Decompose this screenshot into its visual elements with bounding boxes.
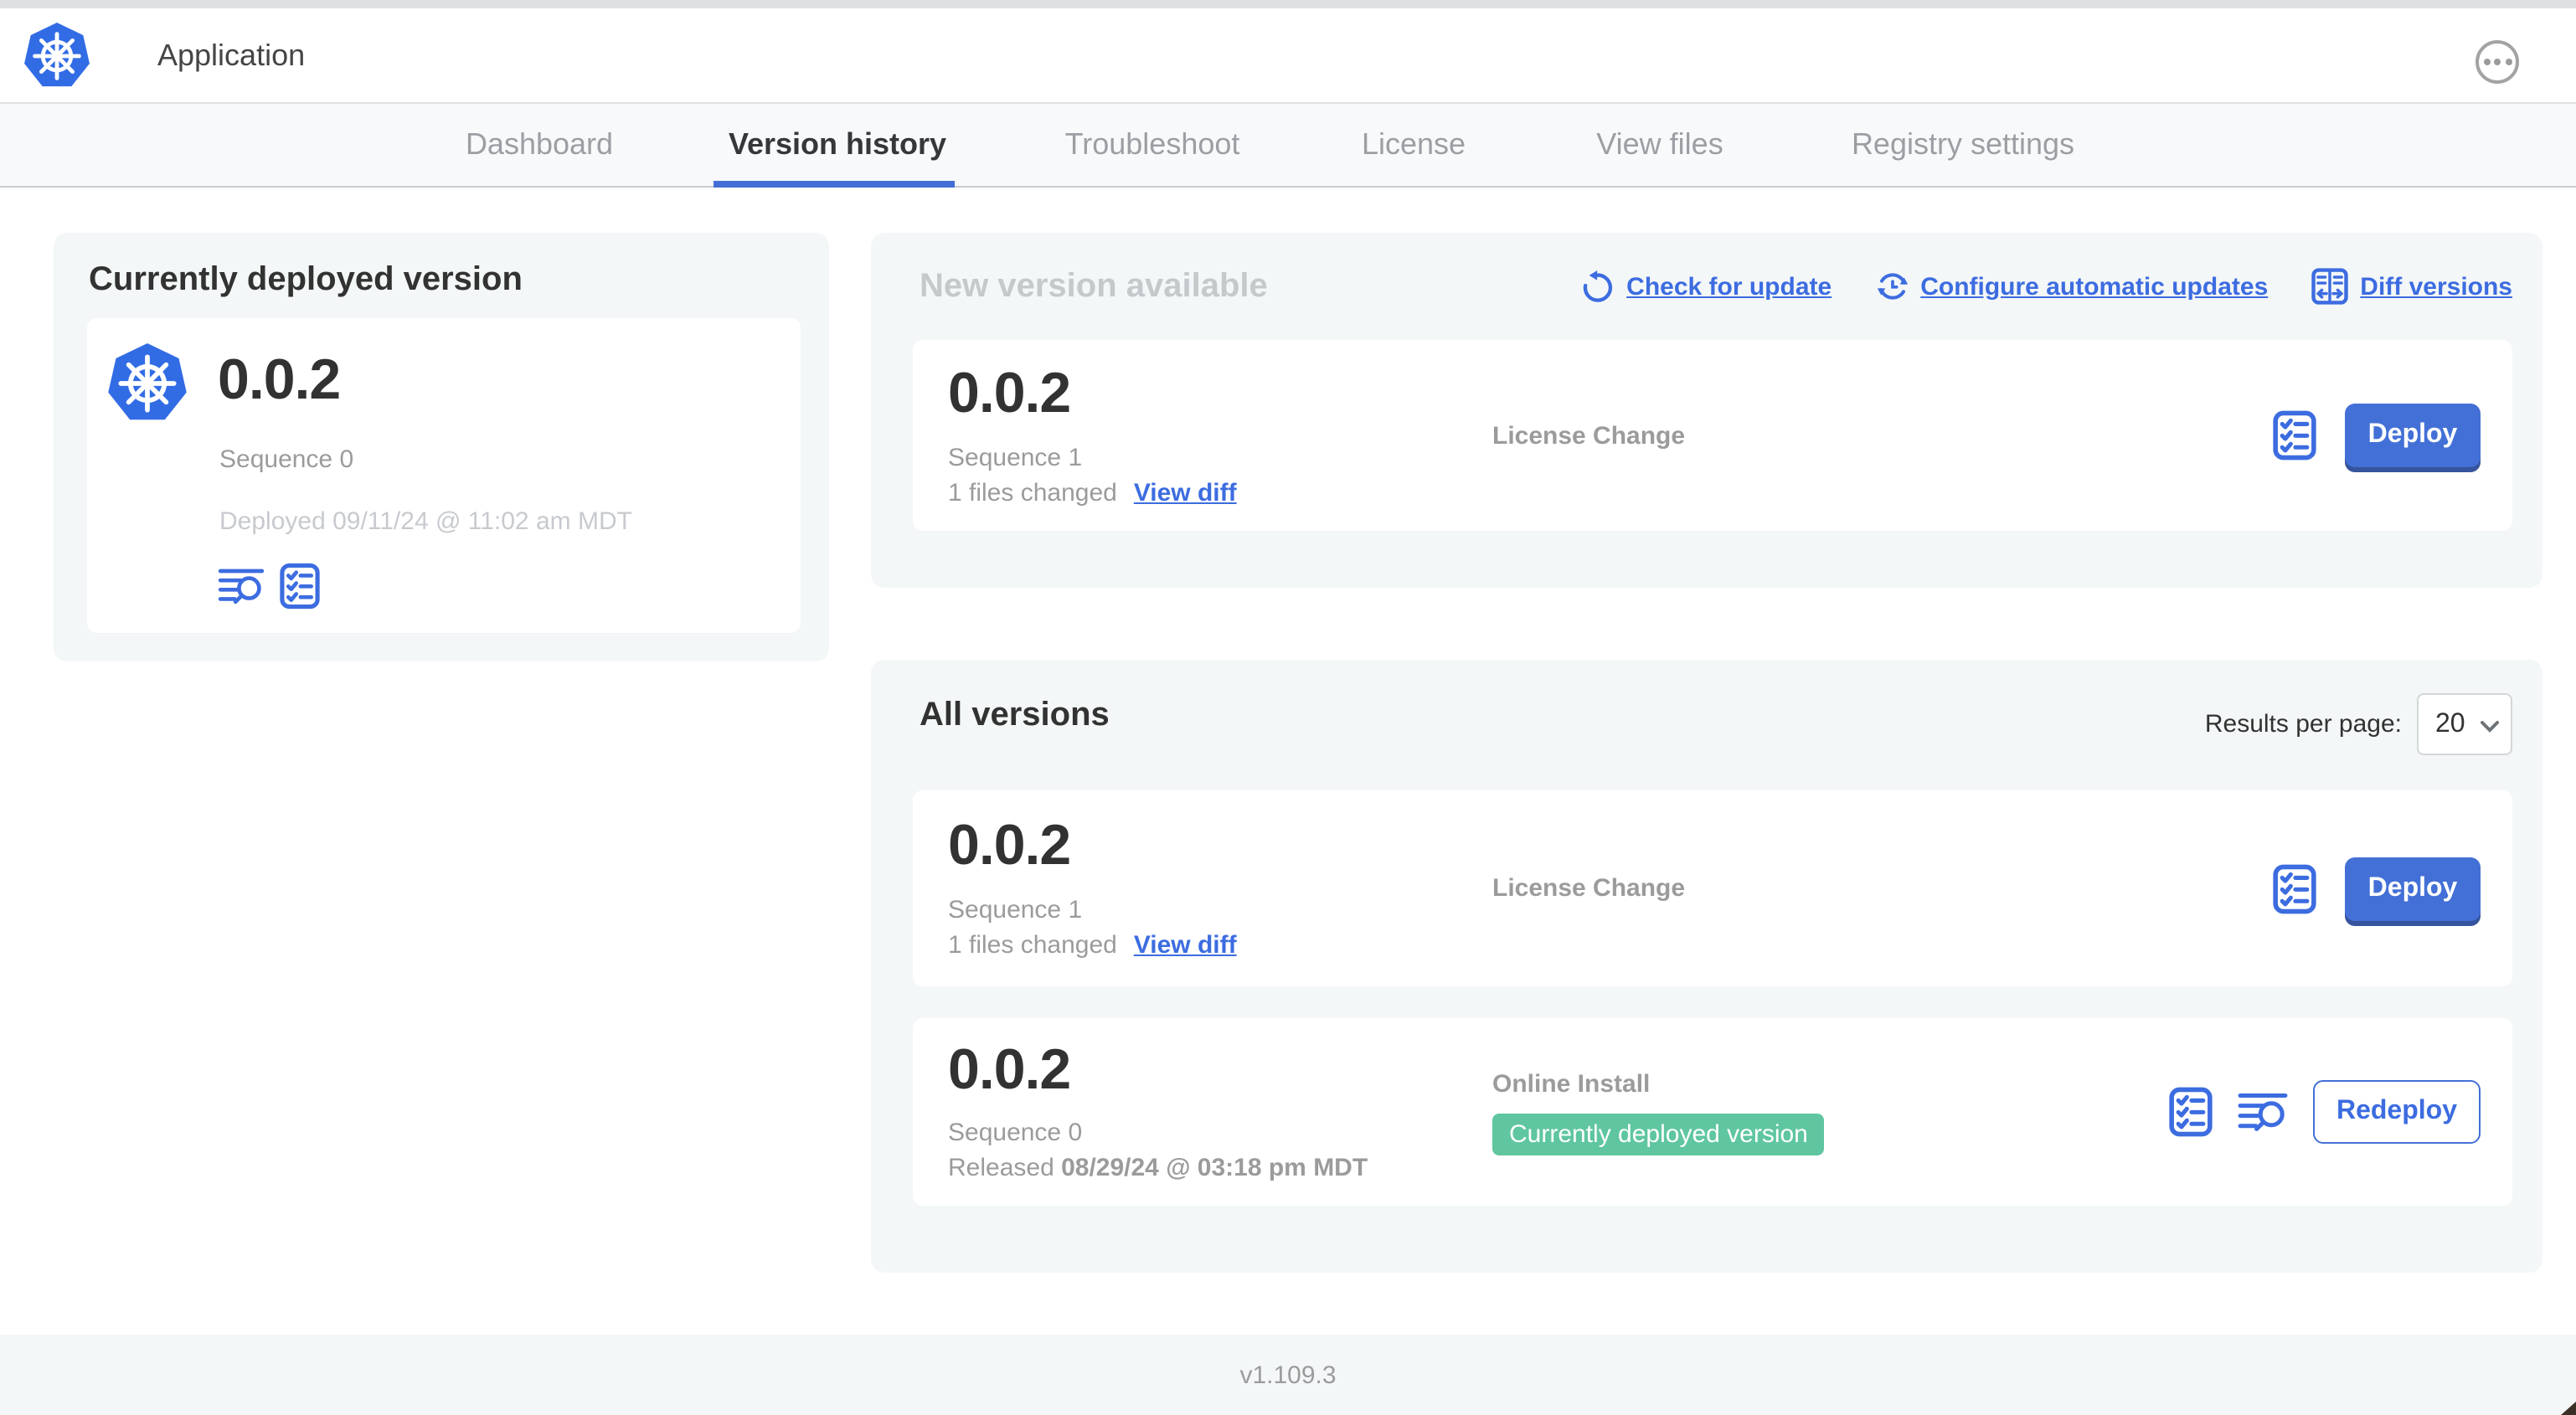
preflight-checklist-icon[interactable] bbox=[2169, 1087, 2213, 1137]
deployed-version-number: 0.0.2 bbox=[218, 348, 341, 412]
currently-deployed-badge: Currently deployed version bbox=[1492, 1113, 1825, 1155]
check-for-update-icon bbox=[1581, 270, 1615, 303]
check-for-update-link[interactable]: Check for update bbox=[1581, 270, 1832, 303]
tab-bar: Dashboard Version history Troubleshoot L… bbox=[0, 102, 2576, 188]
deploy-button[interactable]: Deploy bbox=[2345, 857, 2481, 920]
chevron-down-icon bbox=[2481, 720, 2499, 733]
ellipsis-icon bbox=[2483, 59, 2490, 65]
files-changed-label: 1 files changed bbox=[948, 931, 1117, 960]
auto-update-schedule-icon bbox=[1875, 270, 1909, 303]
released-timestamp: Released 08/29/24 @ 03:18 pm MDT bbox=[948, 1154, 1368, 1182]
results-per-page-label: Results per page: bbox=[2204, 710, 2402, 738]
preflight-checklist-icon[interactable] bbox=[280, 563, 320, 610]
deployed-version-panel: 0.0.2 Sequence 0 Deployed 09/11/24 @ 11:… bbox=[87, 318, 801, 633]
view-logs-icon[interactable] bbox=[218, 566, 265, 606]
tab-dashboard[interactable]: Dashboard bbox=[465, 127, 614, 161]
version-number: 0.0.2 bbox=[948, 1038, 1071, 1102]
version-number: 0.0.2 bbox=[948, 814, 1071, 877]
tab-view-files[interactable]: View files bbox=[1596, 127, 1723, 161]
configure-automatic-updates-link[interactable]: Configure automatic updates bbox=[1875, 270, 2268, 303]
preflight-checklist-icon[interactable] bbox=[2273, 863, 2316, 913]
page-title: Application bbox=[157, 38, 306, 71]
version-row-sequence-1: 0.0.2 Sequence 1 1 files changed View di… bbox=[913, 790, 2512, 986]
version-number: 0.0.2 bbox=[948, 361, 1071, 424]
tab-registry-settings[interactable]: Registry settings bbox=[1851, 127, 2075, 161]
top-strip bbox=[0, 0, 2576, 8]
diff-versions-link[interactable]: Diff versions bbox=[2311, 268, 2512, 305]
version-source: License Change bbox=[1492, 874, 1686, 903]
kubernetes-logo-icon bbox=[107, 340, 188, 427]
console-version: v1.109.3 bbox=[1239, 1361, 1337, 1389]
version-row-sequence-0: 0.0.2 Sequence 0 Released 08/29/24 @ 03:… bbox=[913, 1018, 2512, 1206]
results-per-page-select[interactable]: 20 bbox=[2417, 693, 2512, 755]
active-tab-underline bbox=[714, 181, 955, 188]
version-source: License Change bbox=[1492, 421, 1686, 450]
all-versions-section: All versions Results per page: 20 0.0.2 … bbox=[871, 660, 2543, 1273]
footer: v1.109.3 bbox=[0, 1335, 2576, 1415]
version-source: Online Install bbox=[1492, 1069, 1651, 1098]
version-sequence: Sequence 0 bbox=[948, 1119, 1083, 1147]
tab-version-history[interactable]: Version history bbox=[728, 127, 947, 161]
files-changed-label: 1 files changed bbox=[948, 478, 1117, 507]
redeploy-button[interactable]: Redeploy bbox=[2313, 1080, 2481, 1144]
deployed-timestamp: Deployed 09/11/24 @ 11:02 am MDT bbox=[219, 507, 632, 536]
deploy-button[interactable]: Deploy bbox=[2345, 404, 2481, 467]
view-diff-link[interactable]: View diff bbox=[1133, 931, 1237, 960]
currently-deployed-card: Currently deployed version 0.0.2 Sequenc… bbox=[54, 233, 829, 661]
more-menu-button[interactable] bbox=[2476, 40, 2519, 84]
new-version-section: New version available Check for update C… bbox=[871, 233, 2543, 588]
app-header: Application bbox=[0, 8, 2576, 111]
preflight-checklist-icon[interactable] bbox=[2273, 410, 2316, 461]
tab-troubleshoot[interactable]: Troubleshoot bbox=[1064, 127, 1240, 161]
kubernetes-logo-icon bbox=[23, 20, 90, 92]
tab-license[interactable]: License bbox=[1361, 127, 1466, 161]
view-logs-icon[interactable] bbox=[2238, 1090, 2288, 1134]
all-versions-title: All versions bbox=[920, 697, 1110, 733]
version-sequence: Sequence 1 bbox=[948, 896, 1083, 924]
new-version-title: New version available bbox=[920, 268, 1268, 305]
new-version-row: 0.0.2 Sequence 1 1 files changed View di… bbox=[913, 340, 2512, 531]
deployed-sequence: Sequence 0 bbox=[219, 445, 354, 474]
version-sequence: Sequence 1 bbox=[948, 443, 1083, 471]
diff-versions-icon bbox=[2311, 268, 2348, 305]
view-diff-link[interactable]: View diff bbox=[1133, 478, 1237, 507]
currently-deployed-title: Currently deployed version bbox=[89, 261, 523, 298]
